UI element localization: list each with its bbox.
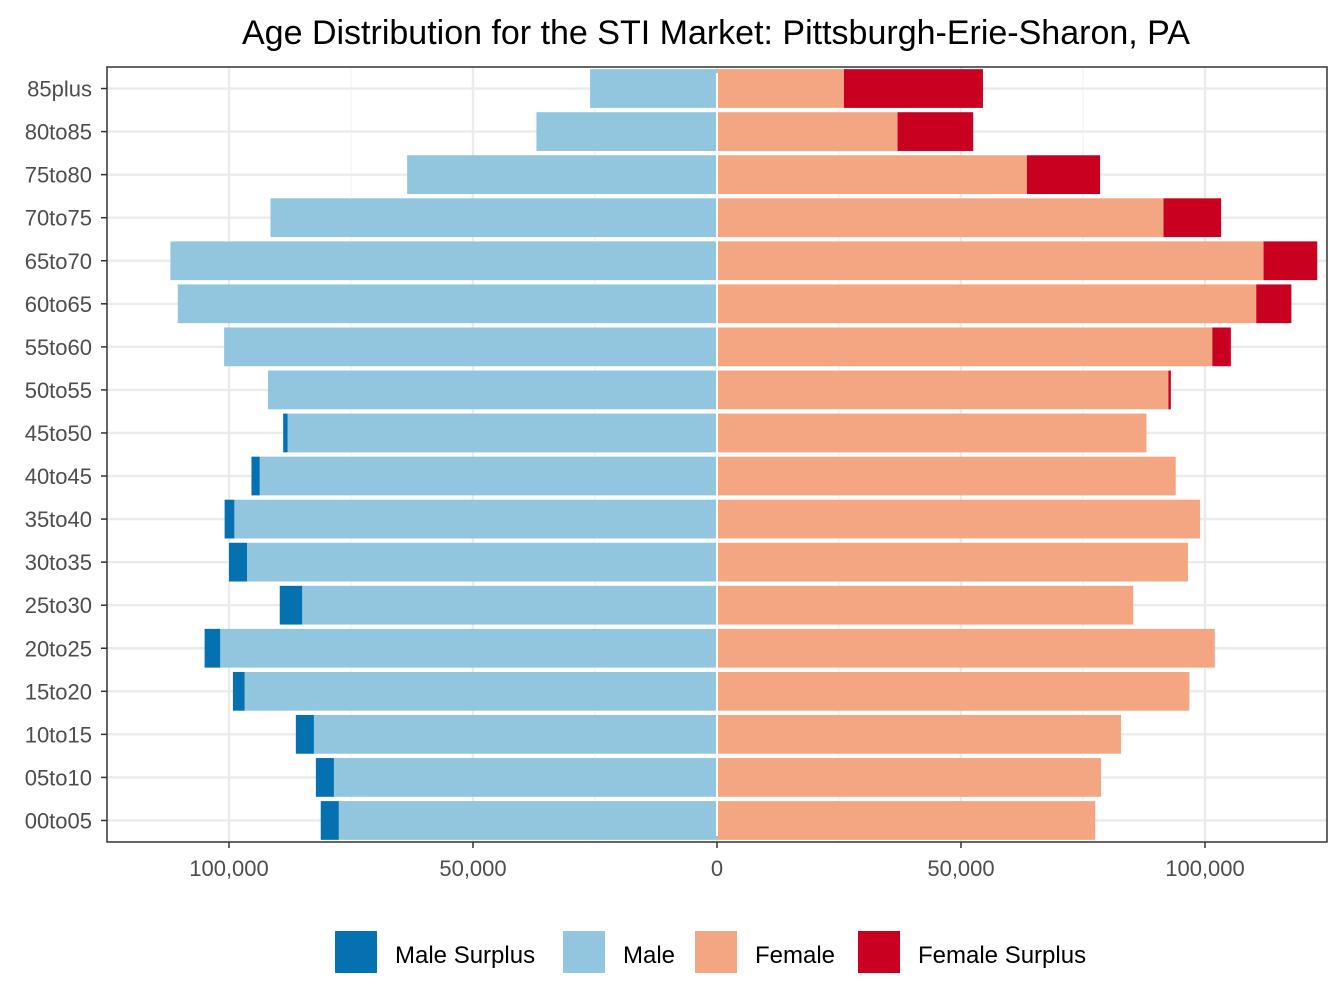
bar-male-surplus-40to45: [251, 456, 260, 496]
bar-female-25to30: [717, 585, 1134, 625]
x-axis: 100,000 50,000 0 50,000 100,000: [189, 842, 1245, 881]
bar-male-35to40: [234, 499, 718, 539]
bar-female-surplus-65to70: [1263, 241, 1318, 281]
y-tick-label: 10to15: [25, 722, 92, 747]
bar-male-80to85: [536, 112, 717, 151]
bar-male-surplus-15to20: [232, 671, 245, 711]
legend-key-male-surplus: [335, 931, 377, 973]
y-tick-label: 55to60: [25, 335, 92, 360]
bar-female-70to75: [717, 198, 1164, 238]
y-tick-label: 85plus: [27, 77, 92, 102]
bar-male-surplus-05to10: [315, 758, 334, 797]
y-tick-label: 00to05: [25, 808, 92, 833]
y-tick-label: 70to75: [25, 206, 92, 231]
bar-female-00to05: [717, 801, 1096, 840]
bar-female-35to40: [717, 499, 1201, 539]
y-tick-label: 30to35: [25, 550, 92, 575]
y-tick-label: 80to85: [25, 120, 92, 145]
bar-female-surplus-60to65: [1256, 284, 1292, 324]
bar-male-surplus-20to25: [204, 628, 221, 668]
bar-female-surplus-85plus: [843, 69, 983, 108]
bar-female-65to70: [717, 241, 1264, 281]
bar-male-10to15: [313, 714, 717, 754]
bar-male-75to80: [407, 155, 717, 195]
bar-male-40to45: [259, 456, 717, 496]
bars: [170, 69, 1318, 840]
x-tick-label: 50,000: [439, 856, 506, 881]
x-tick-label: 50,000: [927, 856, 994, 881]
bar-female-40to45: [717, 456, 1176, 496]
bar-male-05to10: [333, 758, 717, 797]
legend-key-female-surplus: [858, 931, 900, 973]
bar-female-20to25: [717, 628, 1215, 668]
y-tick-label: 05to10: [25, 765, 92, 790]
bar-female-surplus-75to80: [1026, 155, 1101, 195]
bar-female-85plus: [717, 69, 844, 108]
bar-female-surplus-80to85: [897, 112, 974, 151]
legend-label: Male Surplus: [395, 942, 535, 969]
bar-male-20to25: [220, 628, 717, 668]
bar-male-30to35: [247, 542, 717, 582]
y-tick-label: 65to70: [25, 249, 92, 274]
bar-male-surplus-10to15: [295, 714, 314, 754]
bar-female-10to15: [717, 714, 1122, 754]
bar-male-surplus-30to35: [229, 542, 248, 582]
bar-female-50to55: [717, 370, 1169, 410]
legend-label: Female Surplus: [918, 942, 1086, 969]
bar-male-surplus-35to40: [224, 499, 235, 539]
bar-female-75to80: [717, 155, 1027, 195]
bar-male-surplus-45to50: [283, 413, 288, 453]
bar-male-55to60: [224, 327, 717, 367]
bar-female-surplus-55to60: [1212, 327, 1231, 367]
bar-female-15to20: [717, 671, 1190, 711]
y-tick-label: 40to45: [25, 464, 92, 489]
bar-female-05to10: [717, 758, 1102, 797]
y-tick-label: 75to80: [25, 163, 92, 188]
bar-male-85plus: [590, 69, 717, 108]
bar-male-50to55: [268, 370, 717, 410]
y-tick-label: 50to55: [25, 378, 92, 403]
legend-key-female: [695, 931, 737, 973]
y-tick-label: 20to25: [25, 636, 92, 661]
y-tick-label: 35to40: [25, 507, 92, 532]
bar-male-25to30: [302, 585, 717, 625]
y-axis: 85plus 80to85 75to80 70to75 65to70 60to65 55to…: [25, 77, 107, 833]
bar-male-surplus-25to30: [279, 585, 303, 625]
bar-male-70to75: [270, 198, 717, 238]
bar-female-surplus-50to55: [1168, 370, 1171, 410]
y-tick-label: 45to50: [25, 421, 92, 446]
bar-female-80to85: [717, 112, 898, 151]
y-tick-label: 60to65: [25, 292, 92, 317]
bar-male-60to65: [177, 284, 717, 324]
legend-key-male: [563, 931, 605, 973]
bar-male-45to50: [287, 413, 717, 453]
bar-female-55to60: [717, 327, 1213, 367]
bar-male-00to05: [338, 801, 717, 840]
bar-female-30to35: [717, 542, 1188, 582]
bar-male-65to70: [170, 241, 717, 281]
legend: Male Surplus Male Female Female Surplus: [335, 931, 1086, 973]
bar-male-surplus-00to05: [320, 801, 339, 840]
chart-title: Age Distribution for the STI Market: Pit…: [242, 14, 1190, 52]
bar-male-15to20: [244, 671, 717, 711]
y-tick-label: 15to20: [25, 679, 92, 704]
y-tick-label: 25to30: [25, 593, 92, 618]
bar-female-60to65: [717, 284, 1257, 324]
x-tick-label: 100,000: [1165, 856, 1245, 881]
x-tick-label: 100,000: [189, 856, 269, 881]
legend-label: Female: [755, 942, 835, 969]
bar-female-45to50: [717, 413, 1147, 453]
legend-label: Male: [623, 942, 675, 969]
bar-female-surplus-70to75: [1163, 198, 1222, 238]
x-tick-label: 0: [711, 856, 723, 881]
